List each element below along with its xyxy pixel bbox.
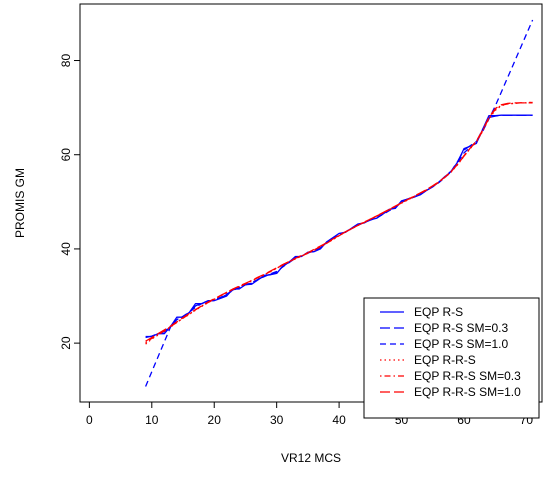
x-tick-label: 40: [332, 413, 346, 427]
legend-label: EQP R-R-S SM=0.3: [414, 369, 521, 383]
y-tick-label: 60: [59, 148, 73, 162]
y-tick-label: 20: [59, 336, 73, 350]
series-layer: [145, 19, 534, 387]
legend-label: EQP R-R-S SM=1.0: [414, 385, 521, 399]
y-tick-label: 80: [59, 54, 73, 68]
x-axis-label: VR12 MCS: [281, 451, 341, 465]
legend-label: EQP R-S SM=1.0: [414, 337, 508, 351]
series-line: [145, 102, 533, 342]
x-tick-label: 0: [86, 413, 93, 427]
legend-label: EQP R-S: [414, 305, 463, 319]
y-tick-label: 40: [59, 242, 73, 256]
legend-label: EQP R-S SM=0.3: [414, 321, 508, 335]
x-tick-label: 20: [208, 413, 222, 427]
y-axis: 20 40 60 80: [59, 54, 80, 350]
x-tick-label: 10: [145, 413, 159, 427]
legend-box: [363, 297, 540, 419]
plot-frame: [79, 3, 543, 403]
legend: EQP R-S EQP R-S SM=0.3 EQP R-S SM=1.0 EQP R…: [363, 297, 540, 419]
legend-label: EQP R-R-S: [414, 353, 476, 367]
x-tick-label: 30: [270, 413, 284, 427]
y-axis-label: PROMIS GM: [13, 168, 27, 238]
